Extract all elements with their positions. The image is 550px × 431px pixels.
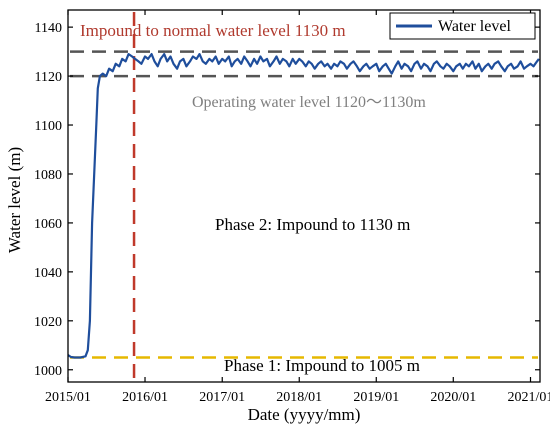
plot-area bbox=[68, 10, 540, 382]
legend-label: Water level bbox=[438, 18, 511, 35]
x-tick-label: 2021/01 bbox=[508, 390, 550, 405]
x-tick-label: 2020/01 bbox=[430, 390, 476, 405]
y-tick-label: 1020 bbox=[34, 315, 62, 330]
x-tick-label: 2019/01 bbox=[353, 390, 399, 405]
annotation-phase-1: Phase 1: Impound to 1005 m bbox=[224, 356, 420, 375]
annotation-phase-2: Phase 2: Impound to 1130 m bbox=[215, 215, 410, 234]
x-tick-label: 2017/01 bbox=[199, 390, 245, 405]
y-tick-label: 1120 bbox=[35, 70, 62, 85]
annotation-impound-normal: Impound to normal water level 1130 m bbox=[80, 21, 346, 40]
y-tick-label: 1000 bbox=[34, 364, 62, 379]
x-tick-label: 2015/01 bbox=[45, 390, 91, 405]
annotation-operating-level: Operating water level 1120～1130m bbox=[192, 94, 426, 111]
x-tick-label: 2016/01 bbox=[122, 390, 168, 405]
y-tick-label: 1060 bbox=[34, 217, 62, 232]
y-tick-label: 1140 bbox=[35, 21, 62, 36]
y-axis-title: Water level (m) bbox=[5, 147, 24, 253]
y-tick-label: 1100 bbox=[35, 119, 62, 134]
y-tick-label: 1040 bbox=[34, 266, 62, 281]
x-axis-title: Date (yyyy/mm) bbox=[248, 405, 361, 424]
y-tick-label: 1080 bbox=[34, 168, 62, 183]
x-tick-label: 2018/01 bbox=[276, 390, 322, 405]
series-line-water-level bbox=[67, 53, 540, 359]
axes-frame bbox=[67, 9, 541, 383]
